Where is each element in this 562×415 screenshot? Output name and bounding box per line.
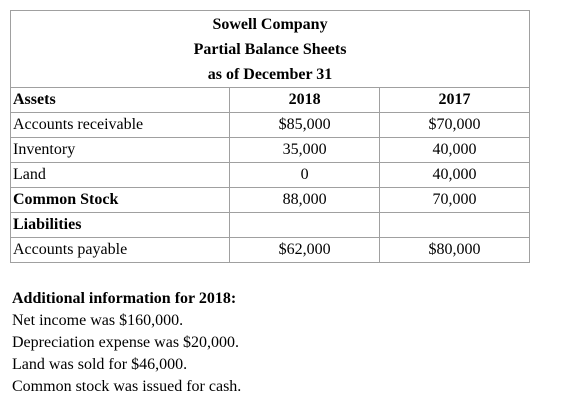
table-row: Accounts payable $62,000 $80,000	[9, 237, 530, 263]
table-header: Sowell Company Partial Balance Sheets as o…	[10, 10, 530, 88]
row-label: Inventory	[9, 137, 231, 163]
note-line: Depreciation expense was $20,000.	[12, 334, 240, 351]
notes: Additional information for 2018: Net inc…	[12, 288, 241, 398]
table-row: Inventory 35,000 40,000	[9, 137, 530, 163]
balance-table: Sowell Company Partial Balance Sheets as o…	[9, 10, 530, 263]
row-label: Accounts payable	[9, 237, 231, 263]
note-line: Land was sold for $46,000.	[12, 356, 188, 373]
cell: 35,000	[229, 137, 381, 163]
row-label: Common Stock	[9, 187, 231, 213]
table-row: Accounts receivable $85,000 $70,000	[9, 112, 530, 138]
note-line: Common stock was issued for cash.	[12, 378, 242, 395]
row-label: Liabilities	[9, 212, 231, 238]
cell: 70,000	[379, 187, 530, 213]
cell: 40,000	[379, 162, 530, 188]
row-label: Land	[9, 162, 231, 188]
cell: 88,000	[229, 187, 381, 213]
row-label: Accounts receivable	[9, 112, 231, 138]
notes-title: Additional information for 2018:	[12, 290, 237, 307]
header-line: Sowell Company	[212, 15, 328, 33]
cell: 0	[229, 162, 381, 188]
cell: 40,000	[379, 137, 530, 163]
header-line: Partial Balance Sheets	[193, 40, 347, 58]
table-row: Liabilities	[9, 212, 530, 238]
cell	[379, 212, 530, 238]
cell: $80,000	[379, 237, 530, 263]
header-row: Sowell Company Partial Balance Sheets as o…	[10, 10, 530, 88]
note-line: Net income was $160,000.	[12, 312, 184, 329]
column-header: 2018	[229, 87, 381, 113]
table-row: Common Stock 88,000 70,000	[9, 187, 530, 213]
cell	[229, 212, 381, 238]
cell: $85,000	[229, 112, 381, 138]
column-header: Assets	[9, 87, 231, 113]
table-body: Sowell Company Partial Balance Sheets as o…	[9, 10, 530, 263]
header-line: as of December 31	[207, 65, 333, 83]
column-header-row: Assets 2018 2017	[9, 87, 530, 113]
table-row: Land 0 40,000	[9, 162, 530, 188]
cell: $70,000	[379, 112, 530, 138]
column-header: 2017	[379, 87, 530, 113]
cell: $62,000	[229, 237, 381, 263]
